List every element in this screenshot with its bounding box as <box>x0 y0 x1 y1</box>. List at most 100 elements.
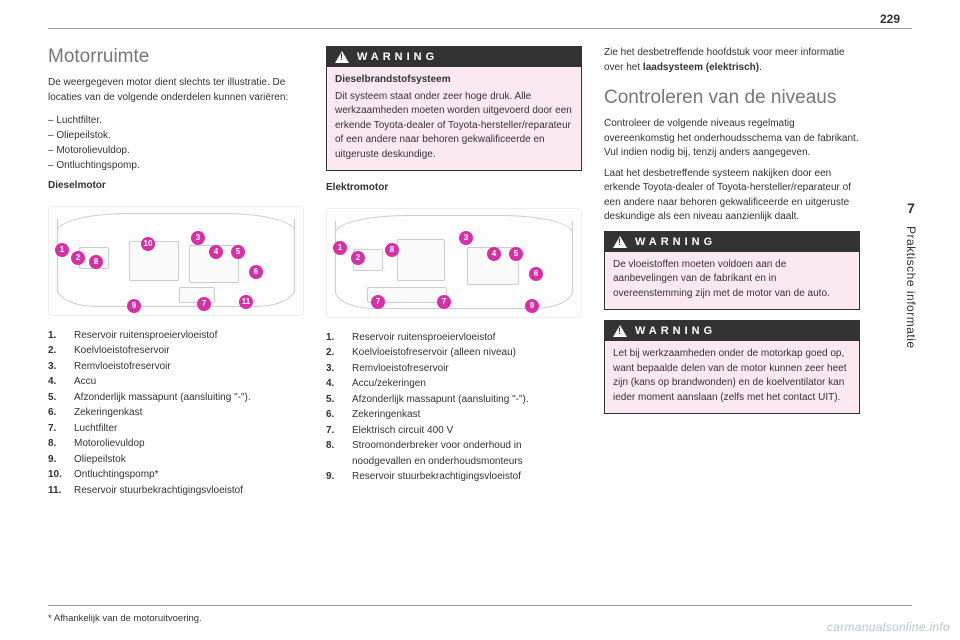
list-num: 10. <box>48 467 66 483</box>
levels-para-1: Controleer de volgende niveaus regelmati… <box>604 117 860 161</box>
top-rule <box>48 28 912 29</box>
list-text: Koelvloeistofreservoir <box>74 343 170 359</box>
diagram-marker: 8 <box>89 255 103 269</box>
diagram-marker: 11 <box>239 295 253 309</box>
list-text: Accu <box>74 374 96 390</box>
list-text: Remvloeistofreservoir <box>352 361 449 377</box>
list-item: 1. Reservoir ruitensproeiervloeistof <box>48 328 304 344</box>
text-span: . <box>759 62 762 73</box>
warning-header: WARNING <box>327 47 581 67</box>
side-tab: 7 Praktische informatie <box>892 200 930 349</box>
list-item: 6.Zekeringenkast <box>48 405 304 421</box>
list-item: 4. Accu <box>48 374 304 390</box>
subheading-electric: Elektromotor <box>326 181 582 196</box>
warning-diesel-fuel: WARNING Dieselbrandstofsysteem Dit syste… <box>326 46 582 171</box>
footnote: * Afhankelijk van de motoruitvoering. <box>48 613 202 624</box>
heading-motorruimte: Motorruimte <box>48 46 304 68</box>
list-num: 7. <box>326 423 344 439</box>
list-item: 2. Koelvloeistofreservoir (alleen niveau) <box>326 345 582 361</box>
diagram-marker: 2 <box>351 251 365 265</box>
column-3: Zie het desbetreffende hoofdstuk voor me… <box>604 46 860 600</box>
list-item: 8.Stroomonderbreker voor onderhoud in no… <box>326 438 582 469</box>
list-num: 3. <box>326 361 344 377</box>
list-item: 5. Afzonderlijk massapunt (aansluiting "-… <box>326 392 582 408</box>
warning-body: Let bij werkzaamheden onder de motorkap … <box>613 347 851 405</box>
diesel-legend: 1.Reservoir ruitensproeiervloeistof 2.Ko… <box>48 328 304 499</box>
electric-legend: 1. Reservoir ruitensproeiervloeistof 2. Ko… <box>326 330 582 485</box>
list-item: 3. Remvloeistofreservoir <box>48 359 304 375</box>
list-num: 4. <box>48 374 66 390</box>
list-text: Motorolievuldop <box>74 436 145 452</box>
warning-icon <box>335 51 349 63</box>
warning-label: WARNING <box>635 236 716 248</box>
list-text: Reservoir ruitensproeiervloeistof <box>74 328 217 344</box>
diagram-marker: 10 <box>141 237 155 251</box>
warning-hot-engine: WARNING Let bij werkzaamheden onder de m… <box>604 320 860 414</box>
intro-electric-charging: Zie het desbetreffende hoofdstuk voor me… <box>604 46 860 75</box>
diagram-marker: 7 <box>371 295 385 309</box>
diagram-marker: 4 <box>487 247 501 261</box>
intro-text: De weergegeven motor dient slechts ter i… <box>48 76 304 105</box>
list-text: Stroomonderbreker voor onderhoud in nood… <box>352 438 582 469</box>
list-text: Reservoir stuurbekrachtigingsvloeistof <box>352 469 521 485</box>
list-num: 5. <box>326 392 344 408</box>
list-item: 4. Accu/zekeringen <box>326 376 582 392</box>
list-num: 6. <box>326 407 344 423</box>
diagram-marker: 1 <box>333 241 347 255</box>
list-text: Reservoir ruitensproeiervloeistof <box>352 330 495 346</box>
list-num: 4. <box>326 376 344 392</box>
list-text: Zekeringenkast <box>352 407 420 423</box>
warning-icon <box>613 325 627 337</box>
list-text: Reservoir stuurbekrachtigingsvloeistof <box>74 483 243 499</box>
subheading-diesel: Dieselmotor <box>48 179 304 194</box>
list-item: 3. Remvloeistofreservoir <box>326 361 582 377</box>
list-num: 7. <box>48 421 66 437</box>
list-item: 8.Motorolievuldop <box>48 436 304 452</box>
warning-body: Dit systeem staat onder zeer hoge druk. … <box>335 90 573 163</box>
list-text: Afzonderlijk massapunt (aansluiting "-")… <box>352 392 529 408</box>
list-item: 6. Zekeringenkast <box>326 407 582 423</box>
list-num: 11. <box>48 483 66 499</box>
warning-fluids: WARNING De vloeistoffen moeten voldoen a… <box>604 231 860 311</box>
diagram-marker: 7 <box>197 297 211 311</box>
diagram-marker: 3 <box>459 231 473 245</box>
diagram-marker: 1 <box>55 243 69 257</box>
side-tab-number: 7 <box>907 200 915 216</box>
list-text: Elektrisch circuit 400 V <box>352 423 453 439</box>
content-columns: Motorruimte De weergegeven motor dient s… <box>48 46 860 600</box>
column-1: Motorruimte De weergegeven motor dient s… <box>48 46 304 600</box>
list-num: 9. <box>326 469 344 485</box>
list-item: 7. Elektrisch circuit 400 V <box>326 423 582 439</box>
diagram-marker: 6 <box>249 265 263 279</box>
list-text: Koelvloeistofreservoir (alleen niveau) <box>352 345 516 361</box>
diagram-marker: 3 <box>191 231 205 245</box>
diagram-marker: 7 <box>437 295 451 309</box>
diagram-marker: 4 <box>209 245 223 259</box>
side-tab-label: Praktische informatie <box>904 226 918 349</box>
warning-label: WARNING <box>635 325 716 337</box>
bullet-item: – Luchtfilter. <box>48 113 304 128</box>
list-item: 9. Oliepeilstok <box>48 452 304 468</box>
warning-header: WARNING <box>605 232 859 252</box>
text-span-bold: laadsysteem (elektrisch) <box>643 62 759 73</box>
list-num: 2. <box>326 345 344 361</box>
list-num: 1. <box>48 328 66 344</box>
levels-para-2: Laat het desbetreffende systeem nakijken… <box>604 167 860 225</box>
list-item: 7.Luchtfilter <box>48 421 304 437</box>
watermark: carmanualsonline.info <box>827 620 950 634</box>
list-num: 1. <box>326 330 344 346</box>
list-text: Remvloeistofreservoir <box>74 359 171 375</box>
list-item: 11. Reservoir stuurbekrachtigingsvloeisto… <box>48 483 304 499</box>
list-text: Accu/zekeringen <box>352 376 426 392</box>
list-item: 10.Ontluchtingspomp* <box>48 467 304 483</box>
warning-icon <box>613 236 627 248</box>
list-text: Zekeringenkast <box>74 405 142 421</box>
list-item: 5.Afzonderlijk massapunt (aansluiting "-… <box>48 390 304 406</box>
list-num: 3. <box>48 359 66 375</box>
bullet-item: – Motorolievuldop. <box>48 143 304 158</box>
list-num: 5. <box>48 390 66 406</box>
list-num: 9. <box>48 452 66 468</box>
list-text: Oliepeilstok <box>74 452 126 468</box>
diagram-marker: 9 <box>525 299 539 313</box>
diagram-marker: 9 <box>127 299 141 313</box>
